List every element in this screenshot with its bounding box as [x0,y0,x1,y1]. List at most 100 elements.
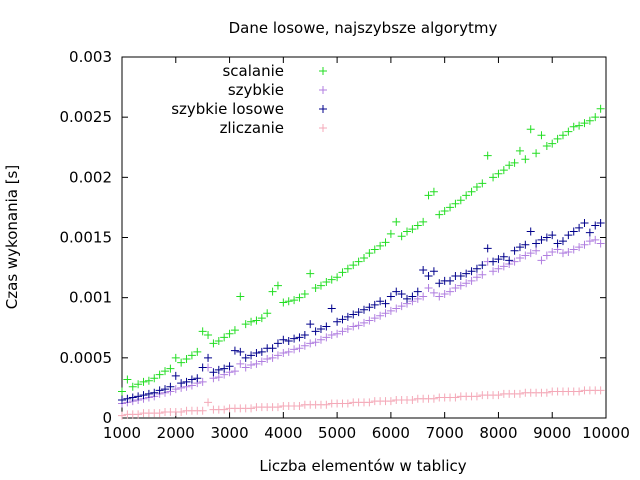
data-point [204,398,213,407]
data-point [349,310,358,319]
data-point [187,351,196,360]
data-point [161,385,170,394]
data-point [499,262,508,271]
data-point [376,297,385,306]
data-point [467,267,476,276]
data-point [360,305,368,314]
data-point [327,330,336,339]
data-point [333,317,342,326]
x-tick-label: 7000 [426,424,464,442]
data-point [381,309,390,318]
data-point [322,322,331,331]
data-point [435,292,444,301]
data-point [526,227,535,236]
data-point [467,187,476,196]
y-tick-label: 0.0005 [60,349,113,367]
data-point [128,382,137,391]
data-point [580,119,589,128]
x-tick-label: 5000 [318,424,356,442]
data-point [279,298,288,307]
data-point [134,410,143,419]
data-point [311,338,320,347]
data-point [284,347,293,356]
data-point [515,253,524,262]
legend-marker [319,124,327,132]
data-point [456,196,465,205]
data-point [462,191,471,200]
x-axis: 1000 2000 3000 4000 5000 6000 7000 8000 9000 1000… [103,57,630,442]
data-point [564,231,573,240]
data-point [327,304,336,313]
data-point [257,357,266,366]
legend-label: szybkie losowe [171,100,284,118]
data-point [230,346,239,355]
data-point [134,380,143,389]
data-point [537,256,546,265]
data-point [290,296,299,305]
y-tick-label: 0.0015 [60,229,113,247]
data-point [472,392,481,401]
data-point [386,397,395,406]
data-point [596,104,605,113]
data-point [306,339,315,348]
data-point [343,324,352,333]
data-point [171,385,180,394]
data-point [489,173,498,182]
data-point [263,355,272,364]
data-point [300,341,309,350]
series-szybkie-losowe [118,219,605,404]
data-point [462,269,471,278]
data-point [161,367,170,376]
data-point [408,292,417,301]
data-point [381,299,390,308]
legend-marker [319,86,327,94]
data-point [575,243,584,252]
data-point [505,161,514,170]
x-tick-label: 9000 [533,424,571,442]
data-point [155,370,164,379]
y-axis-label: Czas wykonania [s] [3,165,21,309]
data-point [225,329,234,338]
data-point [564,127,573,136]
data-point [268,287,277,296]
data-point [537,235,546,244]
data-point [214,365,223,374]
data-point [204,353,213,362]
data-point [424,272,433,281]
data-point [252,316,261,325]
data-point [397,302,406,311]
data-point [220,333,229,342]
data-point [209,339,218,348]
data-point [521,251,530,260]
data-point [537,131,546,140]
data-point [403,294,412,303]
data-point [273,403,282,412]
data-point [526,249,535,258]
data-point [440,207,449,216]
data-point [311,327,320,336]
data-point [521,240,530,249]
data-point [144,376,153,385]
data-point [311,284,320,293]
data-point [494,264,503,273]
data-point [118,395,126,404]
data-point [193,347,202,356]
data-point [166,364,175,373]
data-point [290,334,299,343]
data-point [386,292,395,301]
data-point [451,284,460,293]
y-tick-label: 0.0025 [60,108,113,126]
data-point [241,320,250,329]
data-point [241,363,250,372]
data-point [198,363,207,372]
data-point [354,308,363,317]
data-point [397,290,406,299]
data-point [236,359,245,368]
data-point [499,166,508,175]
data-point [381,238,390,247]
data-point [150,388,159,397]
data-point [596,239,605,248]
data-point [316,324,325,333]
data-point [564,247,573,256]
data-point [370,300,379,309]
